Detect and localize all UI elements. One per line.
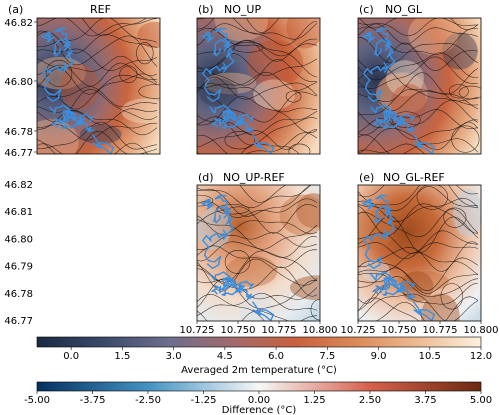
x-tick-label: 10.725 — [180, 325, 215, 336]
colorbar-difference — [36, 381, 482, 392]
field-patch — [204, 72, 257, 95]
colorbar-tick-label: -5.00 — [24, 395, 50, 406]
colorbar-tick-label: -3.75 — [80, 395, 106, 406]
field-patch — [400, 271, 434, 303]
colorbar-tick-label: 0.0 — [63, 351, 79, 362]
glacier-outlines-b — [200, 27, 274, 154]
colorbar-temperature-label: Averaged 2m temperature (°C) — [181, 365, 337, 376]
x-tick-label: 10.800 — [303, 325, 338, 336]
panel-d-title: NO_UP-REF — [223, 171, 285, 184]
field-patch — [121, 98, 160, 124]
y-tick-label: 46.78 — [4, 289, 33, 300]
panel-frame-a — [36, 17, 161, 155]
panel-frame-d — [196, 184, 321, 322]
panel-frame-b — [196, 17, 321, 155]
glacier-outlines-e — [361, 194, 435, 321]
x-tick-label: 10.725 — [341, 325, 376, 336]
x-tick-label: 10.750 — [382, 325, 417, 336]
glacier-outlines-d — [200, 194, 274, 321]
colorbar-tick-label: -1.25 — [191, 395, 217, 406]
colorbar-tick-label: 4.5 — [217, 351, 233, 362]
y-tick-label: 46.82 — [4, 180, 33, 191]
panel-a-title: REF — [90, 3, 111, 16]
field-patch — [197, 208, 231, 250]
colorbar-temperature — [36, 336, 482, 348]
glacier-outlines-a — [40, 27, 114, 154]
field-patch — [253, 79, 296, 110]
x-tick-label: 10.750 — [221, 325, 256, 336]
colorbar-tick-label: 10.5 — [419, 351, 441, 362]
panel-frame-e — [357, 184, 482, 322]
field-patch — [286, 18, 320, 49]
x-tick-label: 10.800 — [464, 325, 499, 336]
y-tick-label: 46.82 — [4, 18, 33, 29]
field-patch — [375, 72, 428, 116]
panel-frame-c — [357, 17, 482, 155]
colorbar-tick-label: 9.0 — [371, 351, 387, 362]
colorbar-difference-label: Difference (°C) — [222, 405, 297, 415]
colorbar-tick-label: 5.00 — [470, 395, 492, 406]
x-tick-label: 10.775 — [262, 325, 297, 336]
colorbar-tick-label: 7.5 — [319, 351, 335, 362]
panel-no-gl-ref — [357, 184, 482, 322]
panel-no-gl — [357, 17, 482, 155]
field-b — [197, 18, 320, 154]
colorbar-temperature-ticks: 0.0 1.5 3.0 4.5 6.0 7.5 9.0 10.5 12.0 — [63, 347, 492, 362]
field-patch — [198, 78, 238, 107]
panel-e-title: NO_GL-REF — [383, 171, 445, 184]
colorbar-tick-label: 3.0 — [166, 351, 182, 362]
y-tick-label: 46.77 — [4, 148, 33, 159]
colorbar-tick-label: 1.25 — [303, 395, 325, 406]
axis-ticks: 46.82 46.80 46.78 46.77 46.82 46.81 46.80 46.79… — [4, 18, 498, 336]
field-patch — [408, 18, 459, 55]
panel-c-tag: (c) — [359, 3, 374, 16]
panel-b-title: NO_UP — [224, 3, 261, 16]
panel-ref — [36, 17, 161, 155]
panel-e-tag: (e) — [359, 171, 374, 184]
colorbar-tick-label: 1.5 — [114, 351, 130, 362]
field-patch — [420, 293, 460, 321]
field-patch — [79, 124, 122, 145]
y-tick-label: 46.80 — [4, 234, 33, 245]
contour-lines-d — [197, 185, 320, 321]
y-tick-label: 46.80 — [4, 77, 33, 88]
colorbar-tick-label: 6.0 — [268, 351, 284, 362]
colorbar-tick-label: 3.75 — [414, 395, 436, 406]
field-patch — [247, 40, 304, 88]
glacier-outlines-c — [361, 27, 435, 154]
y-tick-label: 46.81 — [4, 207, 33, 218]
panel-d-tag: (d) — [198, 171, 214, 184]
colorbar-tick-label: 0.00 — [248, 395, 270, 406]
y-tick-label: 46.79 — [4, 262, 33, 273]
field-patch — [290, 275, 320, 301]
x-tick-label: 10.775 — [423, 325, 458, 336]
panel-c-title: NO_GL — [385, 3, 423, 16]
contour-lines-e — [358, 185, 479, 321]
field-patch — [452, 189, 481, 237]
panel-b-tag: (b) — [198, 3, 214, 16]
field-patch — [397, 270, 449, 292]
y-tick-label: 46.77 — [4, 316, 33, 327]
colorbar-tick-label: -2.50 — [135, 395, 161, 406]
colorbar-tick-label: 2.50 — [359, 395, 381, 406]
colorbar-tick-label: 12.0 — [470, 351, 492, 362]
panel-no-up — [196, 17, 321, 155]
panel-a-tag: (a) — [8, 3, 23, 16]
field-patch — [37, 119, 79, 154]
field-patch — [59, 63, 100, 111]
y-tick-label: 46.78 — [4, 127, 33, 138]
panel-no-up-ref — [196, 184, 321, 322]
contour-lines-b — [197, 18, 318, 154]
field-patch — [296, 193, 320, 229]
contour-lines-c — [358, 18, 481, 154]
colorbar-difference-ticks: -5.00 -3.75 -2.50 -1.25 0.00 1.25 2.50 3.75 5.00 — [24, 391, 492, 406]
